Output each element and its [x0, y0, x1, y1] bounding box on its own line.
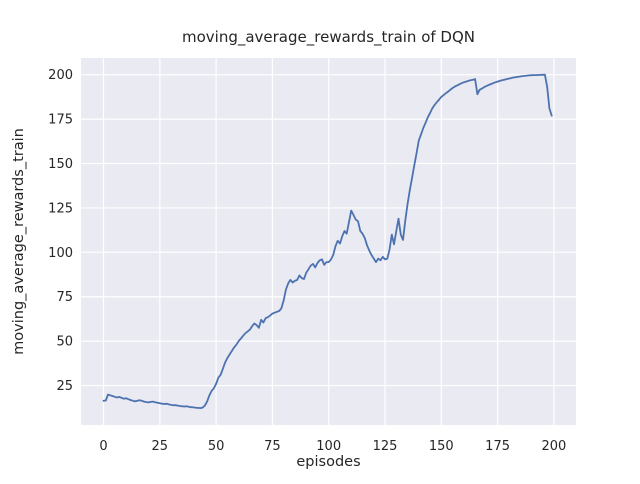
x-tick-label: 125 — [373, 439, 398, 454]
y-tick-label: 175 — [48, 113, 73, 128]
y-tick-label: 100 — [48, 246, 73, 261]
y-axis-label: moving_average_rewards_train — [11, 128, 27, 355]
x-tick-label: 50 — [208, 439, 225, 454]
x-axis-label: episodes — [296, 454, 360, 470]
x-tick-label: 200 — [541, 439, 566, 454]
x-tick-label: 0 — [99, 439, 107, 454]
x-tick-labels: 0 25 50 75 100 125 150 175 200 — [99, 439, 566, 454]
x-tick-label: 150 — [429, 439, 454, 454]
chart-title: moving_average_rewards_train of DQN — [182, 28, 475, 47]
y-tick-label: 50 — [56, 335, 73, 350]
x-tick-label: 100 — [316, 439, 341, 454]
y-tick-labels: 25 50 75 100 125 150 175 200 — [48, 68, 73, 394]
y-tick-label: 150 — [48, 157, 73, 172]
y-tick-label: 75 — [56, 290, 73, 305]
x-tick-label: 25 — [152, 439, 169, 454]
reward-line — [102, 73, 553, 410]
x-tick-label: 175 — [485, 439, 510, 454]
gridlines — [81, 58, 576, 425]
x-tick-label: 75 — [264, 439, 281, 454]
y-tick-label: 25 — [56, 379, 73, 394]
y-tick-label: 200 — [48, 68, 73, 83]
y-tick-label: 125 — [48, 201, 73, 216]
